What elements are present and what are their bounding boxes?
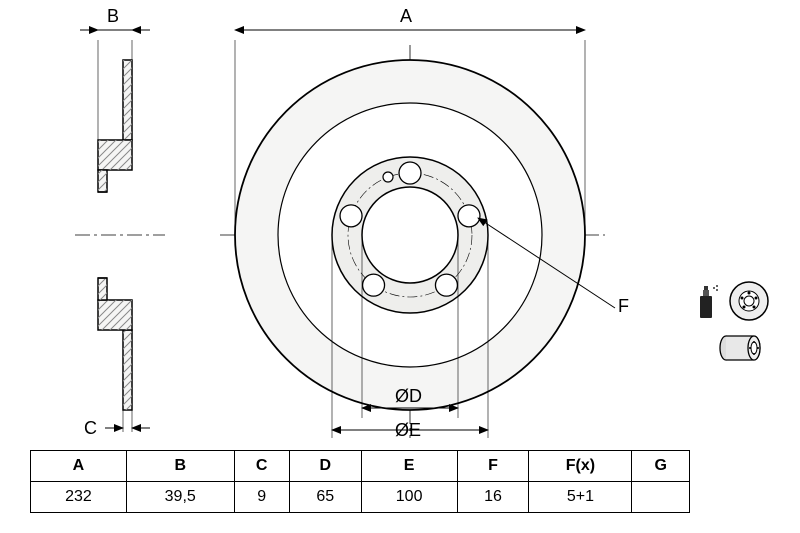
val-C: 9 (234, 482, 289, 513)
label-E: ØE (395, 420, 421, 441)
front-view (235, 60, 585, 410)
val-F: 16 (457, 482, 529, 513)
val-G (632, 482, 690, 513)
val-A: 232 (31, 482, 127, 513)
locator-hole (383, 172, 393, 182)
col-F: F (457, 451, 529, 482)
label-B: B (107, 6, 119, 27)
dimension-B (80, 30, 150, 140)
spray-can-icon (692, 282, 720, 320)
col-E: E (361, 451, 457, 482)
disc-solid-icon (710, 334, 770, 362)
label-C: C (84, 418, 97, 439)
label-D: ØD (395, 386, 422, 407)
val-Fx: 5+1 (529, 482, 632, 513)
col-C: C (234, 451, 289, 482)
col-B: B (126, 451, 234, 482)
col-G: G (632, 451, 690, 482)
technical-drawing: A B C ØD ØE F (0, 0, 800, 445)
col-Fx: F(x) (529, 451, 632, 482)
dimensions-table: A B C D E F F(x) G 232 39,5 9 65 100 16 … (30, 450, 690, 513)
label-A: A (400, 6, 412, 27)
col-A: A (31, 451, 127, 482)
dimension-C (105, 410, 150, 432)
table-row: 232 39,5 9 65 100 16 5+1 (31, 482, 690, 513)
val-B: 39,5 (126, 482, 234, 513)
col-D: D (289, 451, 361, 482)
table-header-row: A B C D E F F(x) G (31, 451, 690, 482)
val-E: 100 (361, 482, 457, 513)
feature-icons (680, 280, 770, 374)
val-D: 65 (289, 482, 361, 513)
label-F: F (618, 296, 629, 317)
disc-front-icon (728, 280, 770, 322)
